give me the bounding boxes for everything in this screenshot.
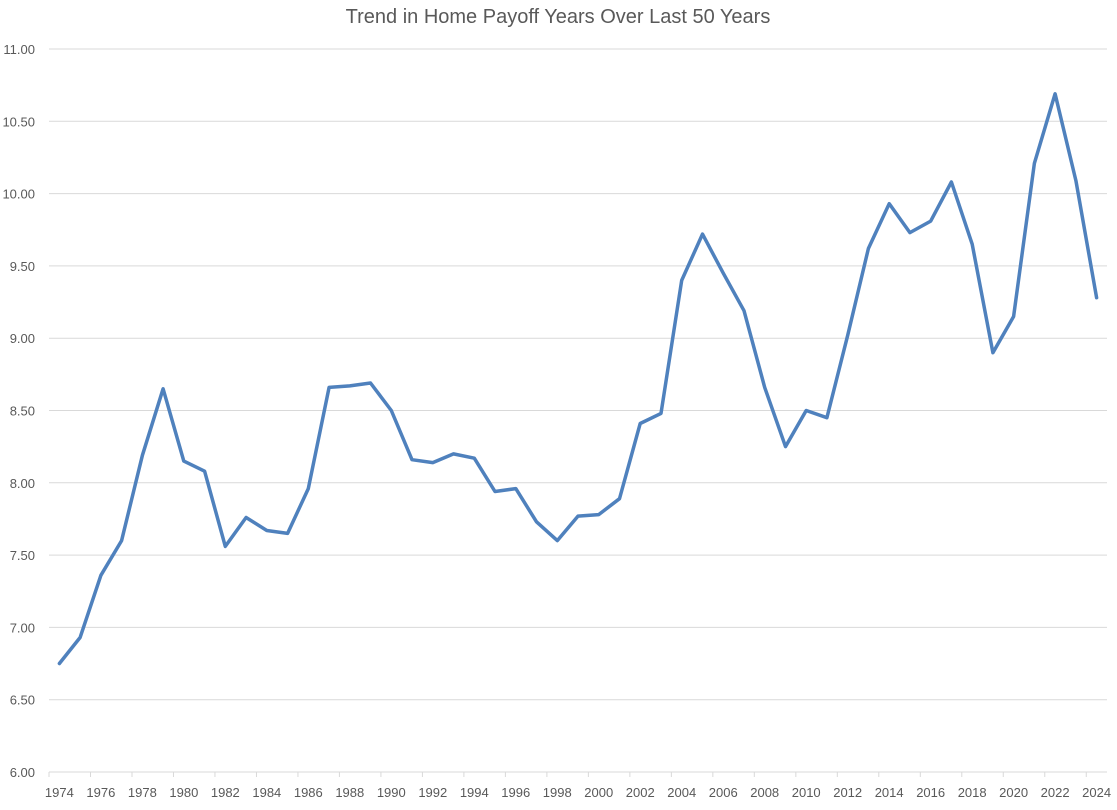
x-tick-label: 2022: [1041, 785, 1070, 800]
x-tick-label: 1988: [335, 785, 364, 800]
x-tick-label: 1978: [128, 785, 157, 800]
x-tick-label: 1998: [543, 785, 572, 800]
x-tick-label: 1992: [418, 785, 447, 800]
x-tick-label: 1980: [169, 785, 198, 800]
x-tick-label: 2020: [999, 785, 1028, 800]
chart-title: Trend in Home Payoff Years Over Last 50 …: [346, 6, 771, 28]
y-tick-label: 11.00: [3, 42, 35, 57]
x-tick-label: 1982: [211, 785, 240, 800]
series: [57, 92, 1099, 666]
x-axis: 1974 1976 1978 1980 1982 1984 1986 1988 1990 1992…: [45, 772, 1111, 800]
x-tick-label: 2008: [750, 785, 779, 800]
y-tick-label: 9.00: [10, 331, 35, 346]
y-tick-label: 9.50: [10, 259, 35, 274]
x-tick-label: 1994: [460, 785, 489, 800]
y-tick-label: 10.00: [2, 187, 35, 202]
y-tick-label: 6.00: [10, 765, 35, 780]
gridlines: [49, 48, 1107, 773]
x-tick-label: 1974: [45, 785, 74, 800]
x-tick-label: 1996: [501, 785, 530, 800]
y-axis: 6.00 6.50 7.00 7.50 8.00 8.50 9.00 9.50 10.00 10.…: [2, 42, 35, 780]
x-tick-label: 2006: [709, 785, 738, 800]
y-tick-label: 8.00: [10, 476, 35, 491]
series-line: [57, 92, 1099, 666]
y-tick-label: 6.50: [10, 693, 35, 708]
x-tick-label: 2004: [667, 785, 696, 800]
y-tick-label: 7.00: [10, 620, 35, 635]
x-tick-label: 2012: [833, 785, 862, 800]
y-tick-label: 10.50: [2, 114, 35, 129]
x-tick-label: 1976: [86, 785, 115, 800]
x-tick-label: 2010: [792, 785, 821, 800]
x-tick-label: 2002: [626, 785, 655, 800]
x-tick-label: 2014: [875, 785, 904, 800]
y-tick-label: 8.50: [10, 404, 35, 419]
x-tick-label: 1990: [377, 785, 406, 800]
x-tick-label: 1986: [294, 785, 323, 800]
x-tick-label: 2000: [584, 785, 613, 800]
x-tick-label: 2018: [958, 785, 987, 800]
x-tick-label: 1984: [252, 785, 281, 800]
x-tick-label: 2016: [916, 785, 945, 800]
y-tick-label: 7.50: [10, 548, 35, 563]
x-tick-label: 2024: [1082, 785, 1111, 800]
